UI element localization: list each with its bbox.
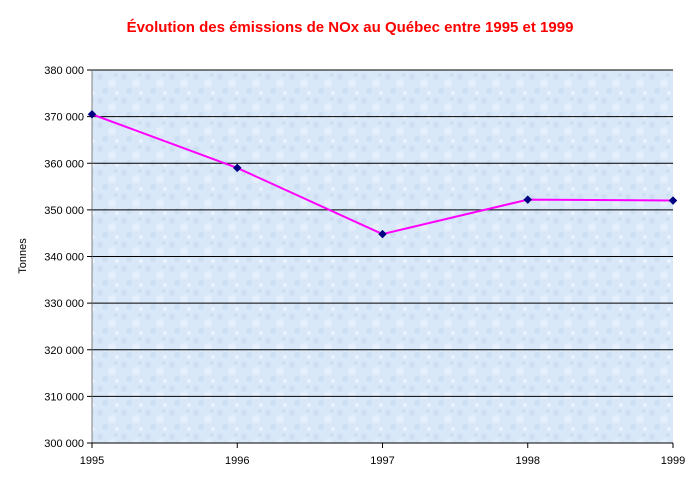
x-tick-label: 1999 (661, 455, 685, 467)
x-tick-label: 1995 (80, 455, 104, 467)
y-tick-label: 370 000 (44, 112, 84, 124)
data-point-1997 (378, 229, 387, 239)
y-tick-label: 340 000 (44, 252, 84, 264)
y-axis-label: Tonnes (17, 238, 29, 274)
data-point-1999 (668, 196, 678, 205)
x-tick-label: 1996 (225, 455, 249, 467)
series-group (87, 109, 678, 239)
y-tick-label: 330 000 (44, 298, 84, 310)
y-tick-label: 320 000 (44, 345, 84, 357)
data-point-1995 (87, 109, 97, 119)
y-tick-label: 310 000 (44, 391, 84, 403)
x-axis-ticks: 1995 1996 1997 1998 1999 (80, 443, 685, 467)
x-tick-label: 1997 (370, 455, 394, 467)
chart-title: Évolution des émissions de NOx au Québec… (127, 19, 574, 36)
data-point-1996 (232, 163, 242, 173)
y-tick-label: 350 000 (44, 205, 84, 217)
y-tick-label: 360 000 (44, 158, 84, 170)
y-tick-label: 380 000 (44, 65, 84, 77)
data-point-1998 (523, 195, 533, 204)
y-axis-ticks: 300 000 310 000 320 000 330 000 340 000 350 0… (44, 65, 92, 450)
y-tick-label: 300 000 (44, 438, 84, 450)
x-tick-label: 1998 (516, 455, 540, 467)
